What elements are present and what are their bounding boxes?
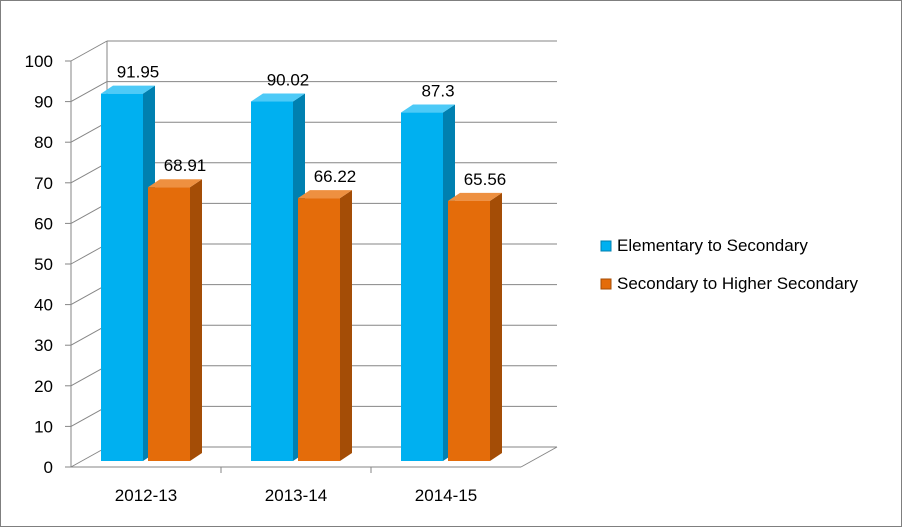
data-label: 68.91 [164, 156, 207, 175]
axis-layer: 0 10 20 30 40 50 60 70 80 90 100 2012-13 2013-14 2014… [25, 52, 521, 505]
bar-front-face [251, 101, 293, 461]
gridline-diagonal [70, 40, 108, 62]
bar-front-face [401, 112, 443, 461]
bar-side-face [490, 192, 502, 461]
label-layer: 91.95 90.02 87.3 68.91 66.22 65.56 [117, 63, 507, 189]
legend-label: Elementary to Secondary [617, 236, 808, 255]
y-tick-label: 60 [34, 214, 53, 233]
data-label: 66.22 [314, 167, 357, 186]
bar-top-face [401, 104, 455, 113]
bar-layer [101, 85, 502, 462]
x-tick-label: 2012-13 [115, 486, 177, 505]
bar-top-face [101, 85, 155, 94]
legend: Elementary to Secondary Secondary to High… [600, 236, 858, 293]
bar-top-face [148, 179, 202, 188]
bar-top-face [298, 190, 352, 199]
y-tick-label: 30 [34, 336, 53, 355]
bar-front-face [101, 93, 143, 462]
x-tick-label: 2013-14 [265, 486, 327, 505]
y-tick-label: 70 [34, 174, 53, 193]
data-label: 91.95 [117, 63, 160, 82]
bar-top-face [448, 192, 502, 201]
y-tick-label: 10 [34, 417, 53, 436]
bar [448, 192, 502, 461]
legend-label: Secondary to Higher Secondary [617, 274, 858, 293]
y-tick-label: 20 [34, 377, 53, 396]
bar-side-face [340, 190, 352, 462]
y-tick-label: 0 [44, 458, 53, 477]
legend-swatch [600, 278, 612, 290]
bar [101, 85, 155, 462]
floor-right-edge [520, 446, 558, 468]
bar [251, 93, 305, 461]
bar [148, 179, 202, 461]
bar-front-face [448, 200, 490, 461]
legend-swatch [600, 240, 612, 252]
bar [401, 104, 455, 461]
x-tick-label: 2014-15 [415, 486, 477, 505]
bar-front-face [148, 187, 190, 461]
y-tick-label: 90 [34, 93, 53, 112]
data-label: 87.3 [421, 82, 454, 101]
data-label: 65.56 [464, 170, 507, 189]
bar [298, 190, 352, 462]
data-label: 90.02 [267, 71, 310, 90]
bar-front-face [298, 198, 340, 462]
y-tick-label: 100 [25, 52, 53, 71]
y-tick-label: 50 [34, 255, 53, 274]
bar-side-face [190, 179, 202, 461]
gridline-diagonal [70, 81, 108, 103]
bar-top-face [251, 93, 305, 102]
y-tick-label: 80 [34, 133, 53, 152]
y-tick-label: 40 [34, 296, 53, 315]
